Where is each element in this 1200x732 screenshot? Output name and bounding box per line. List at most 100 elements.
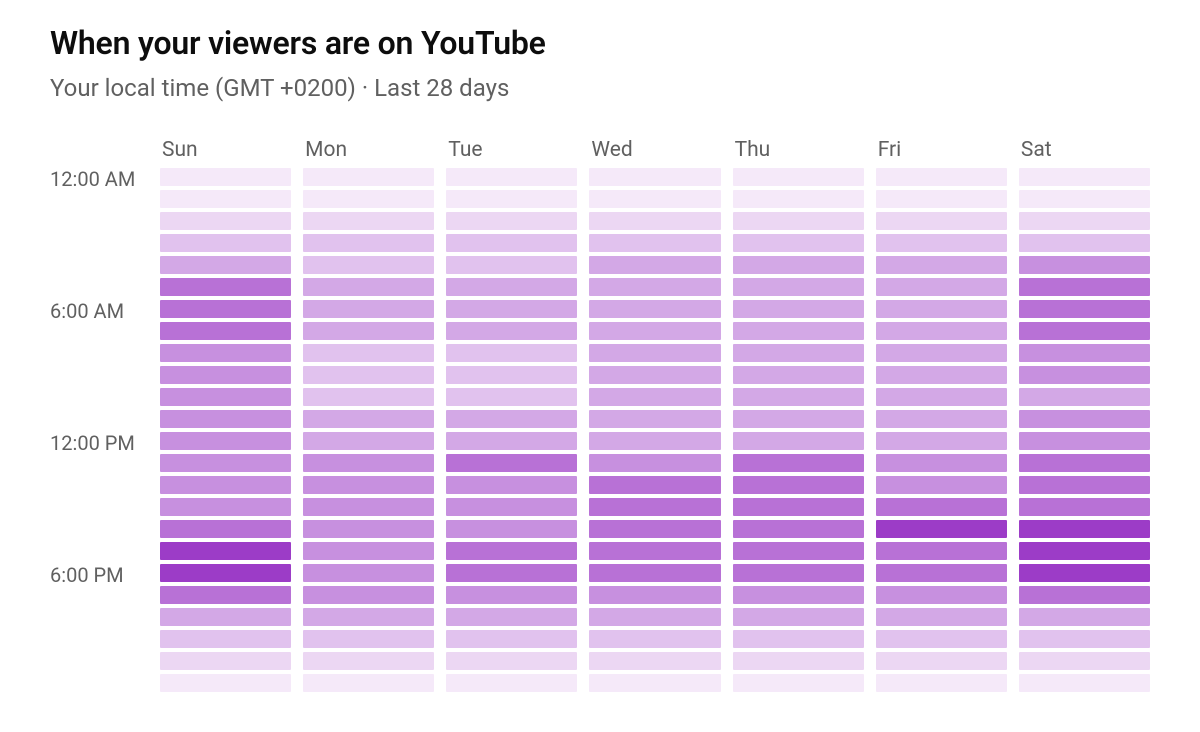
heatmap-cell — [160, 630, 291, 648]
heatmap-cell — [303, 234, 434, 252]
heatmap-cell — [160, 190, 291, 208]
heatmap-cell — [733, 212, 864, 230]
heatmap-cell — [303, 212, 434, 230]
heatmap-cell — [589, 432, 720, 450]
heatmap-cell — [733, 564, 864, 582]
heatmap-cell — [446, 542, 577, 560]
heatmap-cell — [160, 520, 291, 538]
heatmap-cell — [303, 168, 434, 186]
heatmap-cell — [160, 498, 291, 516]
page-title: When your viewers are on YouTube — [50, 24, 1150, 62]
heatmap-cell — [589, 168, 720, 186]
heatmap-cell — [303, 278, 434, 296]
heatmap-cell — [876, 300, 1007, 318]
heatmap-cell — [160, 542, 291, 560]
heatmap-cell — [160, 300, 291, 318]
heatmap-cell — [160, 410, 291, 428]
heatmap-day-header: Mon — [303, 138, 434, 168]
heatmap-cell — [160, 278, 291, 296]
heatmap-cell — [1019, 454, 1150, 472]
heatmap-cell — [589, 630, 720, 648]
heatmap-cell — [876, 542, 1007, 560]
heatmap-cell — [876, 674, 1007, 692]
heatmap-cell — [303, 674, 434, 692]
heatmap-cell — [446, 190, 577, 208]
heatmap-day-header: Sat — [1019, 138, 1150, 168]
heatmap-cell — [589, 278, 720, 296]
heatmap-cell — [446, 432, 577, 450]
heatmap-cell — [303, 630, 434, 648]
heatmap-cell — [733, 344, 864, 362]
heatmap-cell — [446, 520, 577, 538]
heatmap-cell — [876, 168, 1007, 186]
heatmap-cell — [876, 234, 1007, 252]
heatmap-cell — [1019, 344, 1150, 362]
heatmap-cell — [733, 278, 864, 296]
heatmap-cell — [589, 542, 720, 560]
heatmap-cell — [303, 476, 434, 494]
heatmap-cell — [876, 410, 1007, 428]
heatmap-cell — [733, 410, 864, 428]
heatmap-cell — [733, 586, 864, 604]
heatmap-cell — [160, 432, 291, 450]
heatmap-cell — [876, 322, 1007, 340]
heatmap-cell — [160, 586, 291, 604]
heatmap-cell — [160, 366, 291, 384]
heatmap-cell — [1019, 256, 1150, 274]
heatmap-cell — [303, 432, 434, 450]
heatmap-cell — [589, 454, 720, 472]
heatmap-cell — [733, 168, 864, 186]
heatmap-cell — [1019, 322, 1150, 340]
heatmap-cell — [303, 652, 434, 670]
heatmap-cell — [303, 190, 434, 208]
heatmap-cell — [446, 256, 577, 274]
heatmap-cell — [303, 454, 434, 472]
heatmap-cell — [733, 454, 864, 472]
heatmap-cell — [446, 278, 577, 296]
heatmap-cell — [876, 564, 1007, 582]
heatmap-cell — [876, 212, 1007, 230]
viewer-heatmap: 12:00 AM6:00 AM12:00 PM6:00 PM SunMonTue… — [50, 138, 1150, 696]
heatmap-cell — [589, 476, 720, 494]
heatmap-cell — [733, 520, 864, 538]
heatmap-cell — [446, 410, 577, 428]
heatmap-cell — [446, 344, 577, 362]
heatmap-day-header: Wed — [589, 138, 720, 168]
heatmap-cell — [1019, 586, 1150, 604]
heatmap-day-header: Thu — [733, 138, 864, 168]
heatmap-grid: SunMonTueWedThuFriSat — [160, 138, 1150, 696]
heatmap-cell — [1019, 652, 1150, 670]
heatmap-cell — [589, 498, 720, 516]
heatmap-cell — [876, 388, 1007, 406]
heatmap-cell — [733, 608, 864, 626]
heatmap-cell — [446, 476, 577, 494]
heatmap-cell — [303, 608, 434, 626]
heatmap-cell — [446, 322, 577, 340]
heatmap-cell — [589, 366, 720, 384]
heatmap-cell — [160, 212, 291, 230]
heatmap-cell — [303, 344, 434, 362]
heatmap-cell — [160, 476, 291, 494]
heatmap-cell — [589, 322, 720, 340]
heatmap-cell — [1019, 520, 1150, 538]
heatmap-cell — [303, 542, 434, 560]
heatmap-cell — [1019, 168, 1150, 186]
heatmap-cell — [303, 300, 434, 318]
heatmap-cell — [1019, 300, 1150, 318]
heatmap-cell — [733, 630, 864, 648]
heatmap-cell — [446, 674, 577, 692]
heatmap-cell — [589, 586, 720, 604]
heatmap-cell — [160, 608, 291, 626]
heatmap-cell — [1019, 278, 1150, 296]
heatmap-cell — [446, 454, 577, 472]
heatmap-cell — [446, 586, 577, 604]
heatmap-cell — [303, 322, 434, 340]
heatmap-cell — [446, 234, 577, 252]
heatmap-cell — [733, 498, 864, 516]
heatmap-cell — [1019, 674, 1150, 692]
heatmap-cell — [160, 674, 291, 692]
heatmap-day-col: Sun — [160, 138, 291, 696]
heatmap-cell — [160, 322, 291, 340]
heatmap-cell — [1019, 564, 1150, 582]
heatmap-cell — [303, 366, 434, 384]
